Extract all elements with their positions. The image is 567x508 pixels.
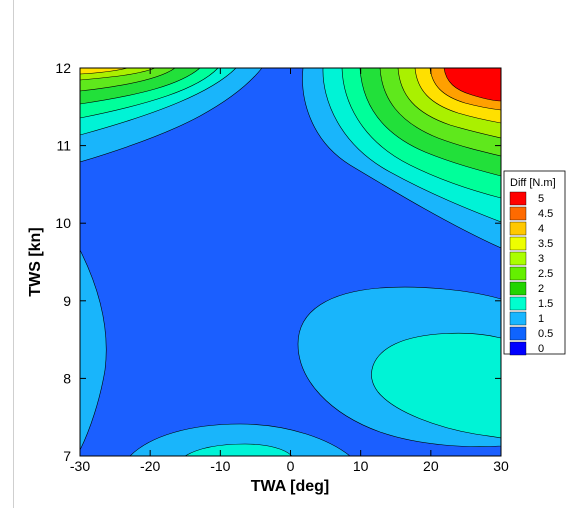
legend-swatch xyxy=(510,207,526,220)
legend-label: 2.5 xyxy=(538,268,553,280)
y-tick-label: 12 xyxy=(55,60,71,76)
x-tick-label: -10 xyxy=(210,458,230,474)
legend-label: 4.5 xyxy=(538,208,553,220)
x-tick-label: 10 xyxy=(353,458,369,474)
legend-swatch xyxy=(510,297,526,310)
y-tick-label: 8 xyxy=(63,370,71,386)
legend-swatch xyxy=(510,267,526,280)
x-tick-label: -20 xyxy=(140,458,160,474)
legend-label: 1.5 xyxy=(538,298,553,310)
y-tick-label: 9 xyxy=(63,293,71,309)
color-legend: Diff [N.m] 5 4.5 4 3.5 3 2.5 2 1.5 1 0.5 0 xyxy=(504,171,565,355)
legend-swatch xyxy=(510,342,526,355)
legend-title: Diff [N.m] xyxy=(510,177,556,189)
legend-label: 4 xyxy=(538,223,544,235)
y-tick-label: 10 xyxy=(55,215,71,231)
y-tick-label: 7 xyxy=(63,448,71,464)
legend-swatch xyxy=(510,237,526,250)
x-axis-title: TWA [deg] xyxy=(251,478,330,495)
y-tick-label: 11 xyxy=(56,138,71,154)
legend-label: 2 xyxy=(538,283,544,295)
legend-label: 0 xyxy=(538,343,544,355)
legend-swatch xyxy=(510,222,526,235)
legend-label: 1 xyxy=(538,313,544,325)
x-tick-label: 30 xyxy=(493,458,509,474)
x-tick-label: 0 xyxy=(287,458,295,474)
legend-label: 0.5 xyxy=(538,328,553,340)
legend-swatch xyxy=(510,312,526,325)
legend-label: 5 xyxy=(538,193,544,205)
x-tick-label: 20 xyxy=(423,458,439,474)
legend-swatch xyxy=(510,252,526,265)
legend-label: 3 xyxy=(538,253,544,265)
legend-label: 3.5 xyxy=(538,238,553,250)
legend-swatch xyxy=(510,192,526,205)
legend-swatch xyxy=(510,282,526,295)
x-tick-label: -30 xyxy=(70,458,90,474)
legend-swatch xyxy=(510,327,526,340)
y-axis-title: TWS [kn] xyxy=(27,227,44,296)
